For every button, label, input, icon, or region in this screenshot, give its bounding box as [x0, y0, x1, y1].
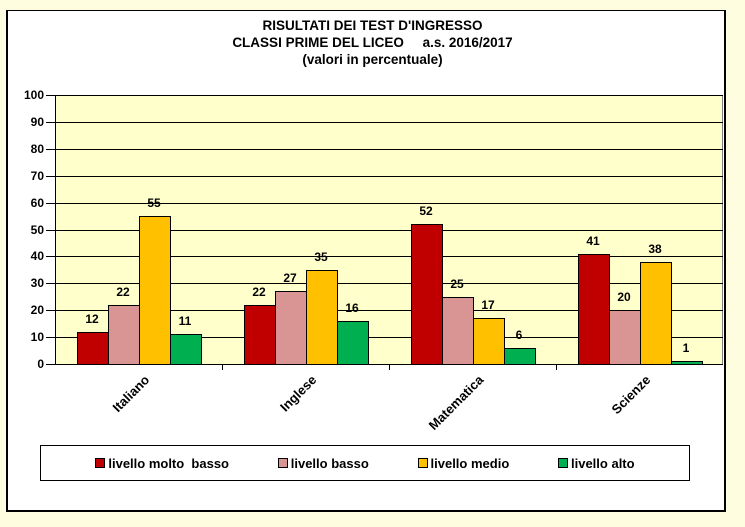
- gridline: [55, 337, 723, 338]
- gridline: [55, 283, 723, 284]
- bar: [442, 297, 474, 365]
- data-label: 38: [648, 242, 662, 256]
- bar: [170, 334, 202, 365]
- data-label: 17: [481, 298, 495, 312]
- legend-swatch: [417, 458, 428, 468]
- y-tick-label: 70: [30, 169, 44, 183]
- bar: [244, 305, 276, 365]
- data-label: 16: [345, 301, 359, 315]
- data-label: 55: [147, 196, 161, 210]
- y-tick: [46, 149, 55, 150]
- data-label: 12: [85, 312, 99, 326]
- data-label: 6: [515, 328, 523, 342]
- y-tick-label: 20: [30, 303, 44, 317]
- legend-swatch: [558, 458, 568, 468]
- title-line-2: CLASSI PRIME DEL LICEO a.s. 2016/2017: [232, 35, 513, 50]
- bar: [139, 216, 171, 365]
- y-tick: [46, 364, 55, 365]
- x-tick: [389, 364, 390, 370]
- chart-title: RISULTATI DEI TEST D'INGRESSO CLASSI PRI…: [0, 17, 745, 68]
- legend-swatch: [95, 458, 106, 468]
- legend-item-molto-basso: livello molto basso: [95, 456, 229, 471]
- y-tick: [46, 256, 55, 257]
- y-tick: [46, 310, 55, 311]
- y-tick-label: 0: [37, 357, 44, 371]
- legend-item-basso: livello basso: [277, 456, 369, 471]
- y-tick-label: 40: [30, 249, 44, 263]
- y-tick: [46, 122, 55, 123]
- data-label: 20: [617, 290, 631, 304]
- data-label: 22: [116, 285, 130, 299]
- y-tick-label: 80: [30, 142, 44, 156]
- gridline: [55, 230, 723, 231]
- data-label: 11: [178, 314, 192, 328]
- bar: [306, 270, 338, 365]
- x-tick: [556, 364, 557, 370]
- y-tick: [46, 176, 55, 177]
- bar: [671, 361, 703, 365]
- legend-item-medio: livello medio: [417, 456, 509, 471]
- gridline: [55, 310, 723, 311]
- legend-swatch: [277, 458, 288, 468]
- legend: livello molto basso livello basso livell…: [40, 445, 690, 481]
- data-label: 27: [283, 271, 297, 285]
- title-line-1: RISULTATI DEI TEST D'INGRESSO: [262, 18, 483, 33]
- bar: [411, 224, 443, 365]
- y-axis: [55, 95, 56, 364]
- gridline: [55, 256, 723, 257]
- gridline: [55, 203, 723, 204]
- bar: [640, 262, 672, 365]
- gridline: [55, 95, 723, 96]
- bar: [578, 254, 610, 365]
- data-label: 25: [450, 277, 464, 291]
- bar: [473, 318, 505, 365]
- y-tick-label: 50: [30, 223, 44, 237]
- x-tick: [222, 364, 223, 370]
- bar: [609, 310, 641, 365]
- y-tick: [46, 337, 55, 338]
- bar: [108, 305, 140, 365]
- y-tick: [46, 203, 55, 204]
- y-tick-label: 90: [30, 115, 44, 129]
- y-tick-label: 30: [30, 276, 44, 290]
- data-label: 41: [586, 234, 600, 248]
- bar: [337, 321, 369, 365]
- y-tick: [46, 95, 55, 96]
- title-line-3: (valori in percentuale): [302, 52, 443, 67]
- gridline: [55, 122, 723, 123]
- y-tick-label: 60: [30, 196, 44, 210]
- bar: [504, 348, 536, 365]
- bar: [77, 332, 109, 365]
- data-label: 1: [682, 341, 690, 355]
- bar: [275, 291, 307, 365]
- data-label: 35: [314, 250, 328, 264]
- y-tick: [46, 283, 55, 284]
- y-tick: [46, 230, 55, 231]
- y-tick-label: 100: [23, 88, 44, 102]
- y-tick-label: 10: [30, 330, 44, 344]
- data-label: 52: [419, 204, 433, 218]
- legend-item-alto: livello alto: [558, 456, 635, 471]
- gridline: [55, 149, 723, 150]
- gridline: [55, 176, 723, 177]
- data-label: 22: [252, 285, 266, 299]
